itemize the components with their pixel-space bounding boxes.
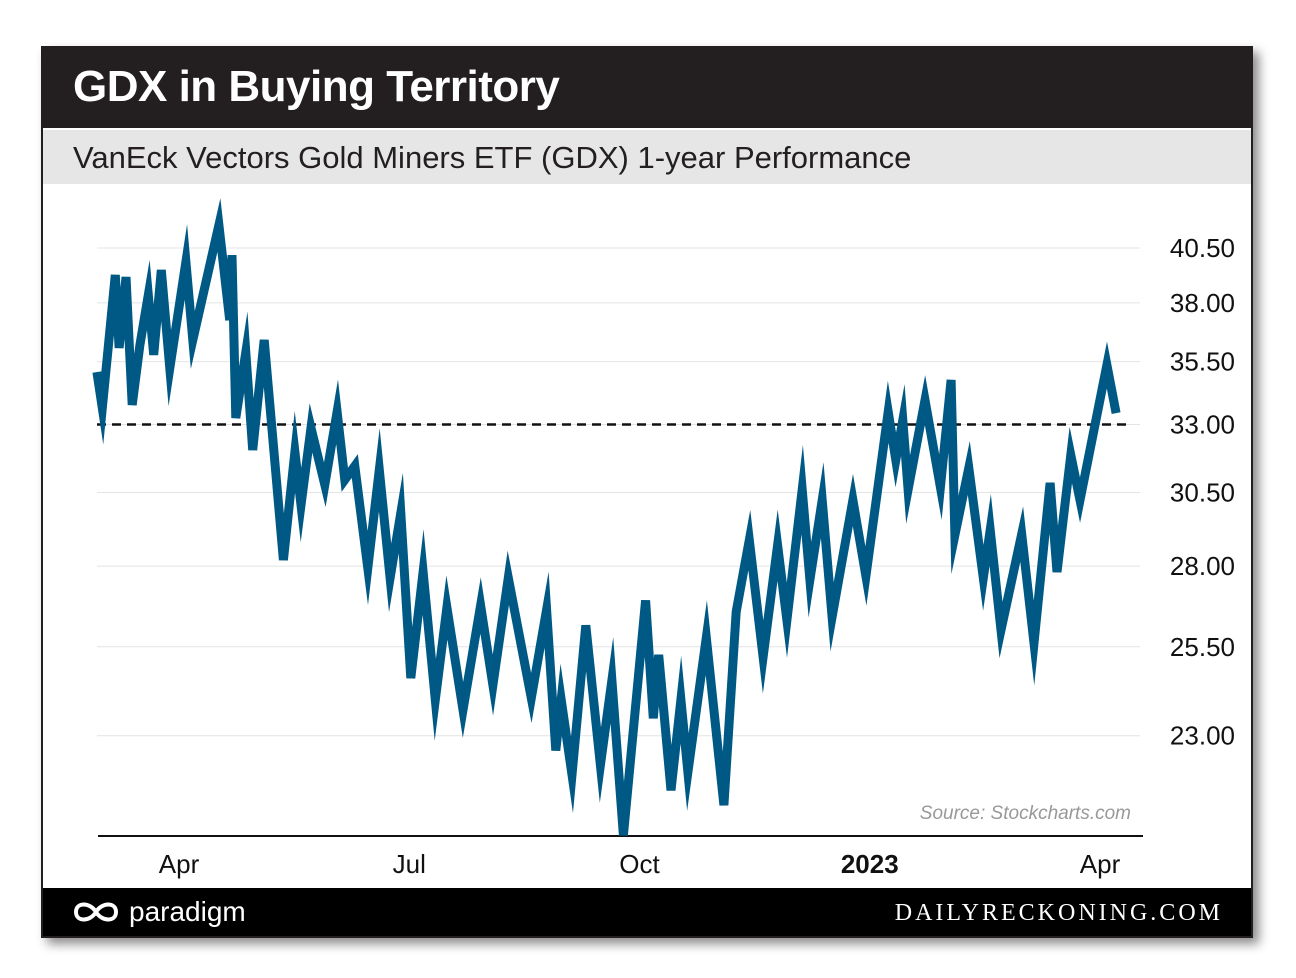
brand-name: paradigm: [129, 896, 246, 927]
paradigm-logo: paradigm: [71, 896, 246, 928]
y-tick-label: 30.50: [1170, 477, 1235, 507]
y-tick-label: 38.00: [1170, 288, 1235, 318]
x-tick-label: 2023: [841, 849, 899, 879]
y-tick-label: 35.50: [1170, 347, 1235, 377]
header-bar: GDX in Buying Territory: [43, 48, 1251, 128]
footer-bar: paradigm DAILYRECKONING.COM: [43, 888, 1251, 936]
series-line-gdx: [92, 198, 1121, 836]
y-tick-label: 33.00: [1170, 410, 1235, 440]
y-tick-label: 23.00: [1170, 721, 1235, 751]
infinity-icon: [73, 902, 119, 922]
subtitle-band: VanEck Vectors Gold Miners ETF (GDX) 1-y…: [43, 130, 1251, 184]
chart-title: GDX in Buying Territory: [73, 62, 560, 111]
site-name: DAILYRECKONING.COM: [894, 900, 1223, 926]
x-tick-label: Apr: [1080, 849, 1121, 879]
source-annotation: Source: Stockcharts.com: [920, 803, 1131, 824]
chart-subtitle: VanEck Vectors Gold Miners ETF (GDX) 1-y…: [73, 140, 912, 175]
y-tick-label: 28.00: [1170, 551, 1235, 581]
x-tick-label: Jul: [393, 849, 426, 879]
y-tick-label: 25.50: [1170, 632, 1235, 662]
x-tick-label: Oct: [619, 849, 660, 879]
y-tick-label: 40.50: [1170, 233, 1235, 263]
x-tick-label: Apr: [159, 849, 200, 879]
